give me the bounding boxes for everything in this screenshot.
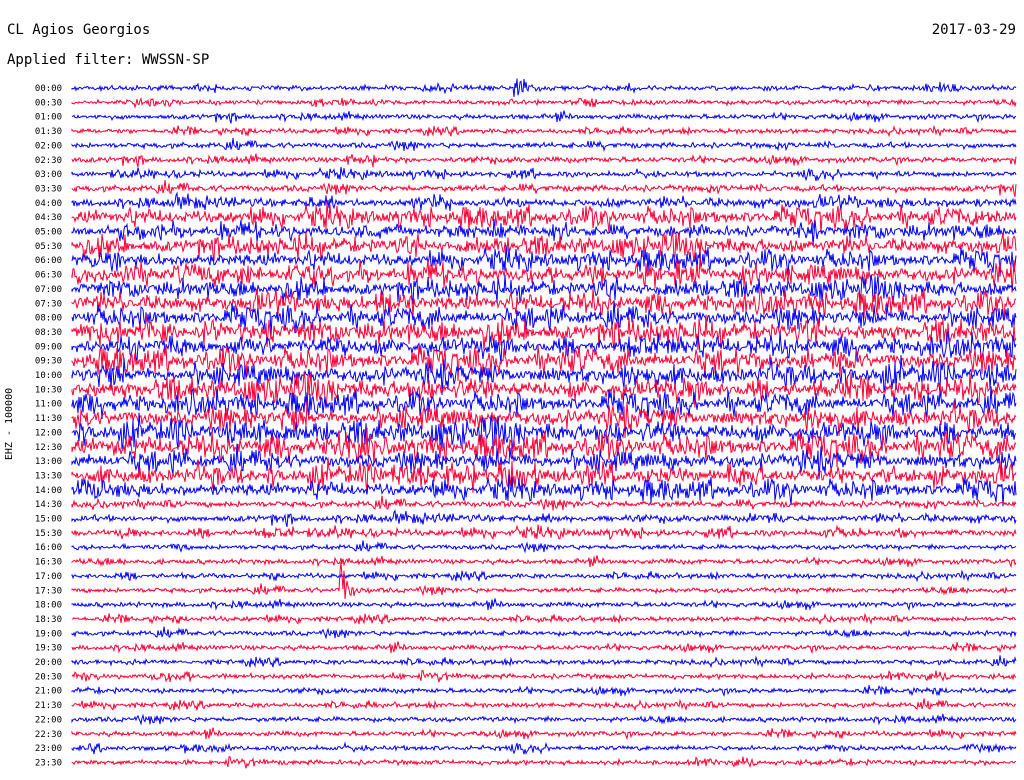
- trace-row: [71, 314, 1017, 351]
- row-label: 02:00: [35, 141, 62, 151]
- row-label: 17:30: [35, 586, 62, 596]
- trace-row: [71, 756, 1016, 769]
- trace-row: [71, 96, 1017, 109]
- trace-row: [71, 78, 1017, 98]
- row-label: 22:30: [35, 730, 62, 740]
- row-label: 14:00: [35, 486, 62, 496]
- row-label: 12:30: [35, 443, 62, 453]
- trace-row: [71, 400, 1017, 439]
- trace-row: [71, 670, 1017, 683]
- row-label: 21:00: [35, 687, 62, 697]
- trace-row: [71, 355, 1017, 396]
- row-label: 03:00: [35, 170, 62, 180]
- trace-row: [71, 166, 1017, 182]
- trace-row: [71, 231, 1017, 262]
- row-label: 01:00: [35, 113, 62, 123]
- trace-row: [71, 509, 1017, 528]
- trace-row: [71, 626, 1017, 640]
- trace-row: [71, 218, 1017, 247]
- station-title: CL Agios Georgios: [7, 22, 151, 38]
- trace-row: [71, 641, 1017, 655]
- trace-row: [71, 655, 1017, 669]
- row-label: 02:30: [35, 156, 62, 166]
- row-label: 10:30: [35, 385, 62, 395]
- row-label: 18:30: [35, 615, 62, 625]
- row-label: 07:00: [35, 285, 62, 295]
- date-label: 2017-03-29: [931, 22, 1016, 38]
- row-label: 14:30: [35, 500, 62, 510]
- trace-row: [71, 110, 1016, 124]
- row-label: 06:30: [35, 271, 62, 281]
- trace-row: [71, 179, 1017, 198]
- trace-row: [71, 727, 1017, 741]
- trace-row: [71, 331, 1017, 363]
- trace-row: [71, 540, 1017, 554]
- row-label: 15:00: [35, 515, 62, 525]
- trace-row: [71, 741, 1017, 755]
- row-label: 06:00: [35, 256, 62, 266]
- row-label: 09:00: [35, 342, 62, 352]
- row-label: 03:30: [35, 184, 62, 194]
- trace-row: [71, 569, 1017, 583]
- trace-row: [71, 474, 1017, 507]
- trace-row: [71, 201, 1017, 234]
- trace-row: [71, 386, 1017, 423]
- row-label: 07:30: [35, 299, 62, 309]
- trace-row: [71, 598, 1017, 612]
- trace-row: [71, 372, 1017, 409]
- row-label: 16:00: [35, 543, 62, 553]
- row-label: 00:30: [35, 98, 62, 108]
- trace-row: [71, 713, 1017, 726]
- row-label: 17:00: [35, 572, 62, 582]
- row-label: 23:00: [35, 744, 62, 754]
- row-label: 08:30: [35, 328, 62, 338]
- trace-row: [71, 555, 1017, 569]
- row-label: 16:30: [35, 558, 62, 568]
- trace-row: [71, 244, 1017, 277]
- row-label: 20:00: [35, 658, 62, 668]
- row-label: 05:30: [35, 242, 62, 252]
- trace-row: [71, 443, 1017, 480]
- row-label: 13:30: [35, 471, 62, 481]
- row-label: 04:00: [35, 199, 62, 209]
- trace-row: [71, 427, 1017, 468]
- trace-row: [71, 288, 1017, 321]
- trace-row: [71, 562, 1017, 599]
- row-label: 23:30: [35, 758, 62, 768]
- trace-row: [71, 274, 1017, 305]
- trace-row: [71, 684, 1017, 698]
- filter-label: Applied filter: WWSSN-SP: [7, 52, 210, 68]
- row-label: 01:30: [35, 127, 62, 137]
- row-label: 09:30: [35, 357, 62, 367]
- trace-row: [71, 191, 1017, 211]
- row-label: 10:00: [35, 371, 62, 381]
- row-label: 20:30: [35, 672, 62, 682]
- row-label: 21:30: [35, 701, 62, 711]
- row-label: 18:00: [35, 601, 62, 611]
- trace-row: [71, 153, 1017, 168]
- row-label: 11:30: [35, 414, 62, 424]
- trace-row: [71, 256, 1017, 293]
- trace-row: [71, 495, 1017, 511]
- row-label: 15:30: [35, 529, 62, 539]
- row-label: 19:00: [35, 629, 62, 639]
- row-label: 05:00: [35, 228, 62, 238]
- row-label: 19:30: [35, 644, 62, 654]
- trace-row: [71, 457, 1017, 493]
- trace-row: [71, 137, 1017, 152]
- row-label: 08:00: [35, 314, 62, 324]
- trace-row: [71, 524, 1017, 541]
- row-label: 13:00: [35, 457, 62, 467]
- trace-row: [71, 300, 1017, 337]
- trace-row: [71, 124, 1017, 138]
- trace-row: [71, 612, 1017, 626]
- row-label: 04:30: [35, 213, 62, 223]
- trace-row: [71, 698, 1017, 712]
- row-label: 22:00: [35, 715, 62, 725]
- row-label: 12:00: [35, 428, 62, 438]
- row-label: 11:00: [35, 400, 62, 410]
- trace-row: [71, 344, 1017, 382]
- row-label: 00:00: [35, 84, 62, 94]
